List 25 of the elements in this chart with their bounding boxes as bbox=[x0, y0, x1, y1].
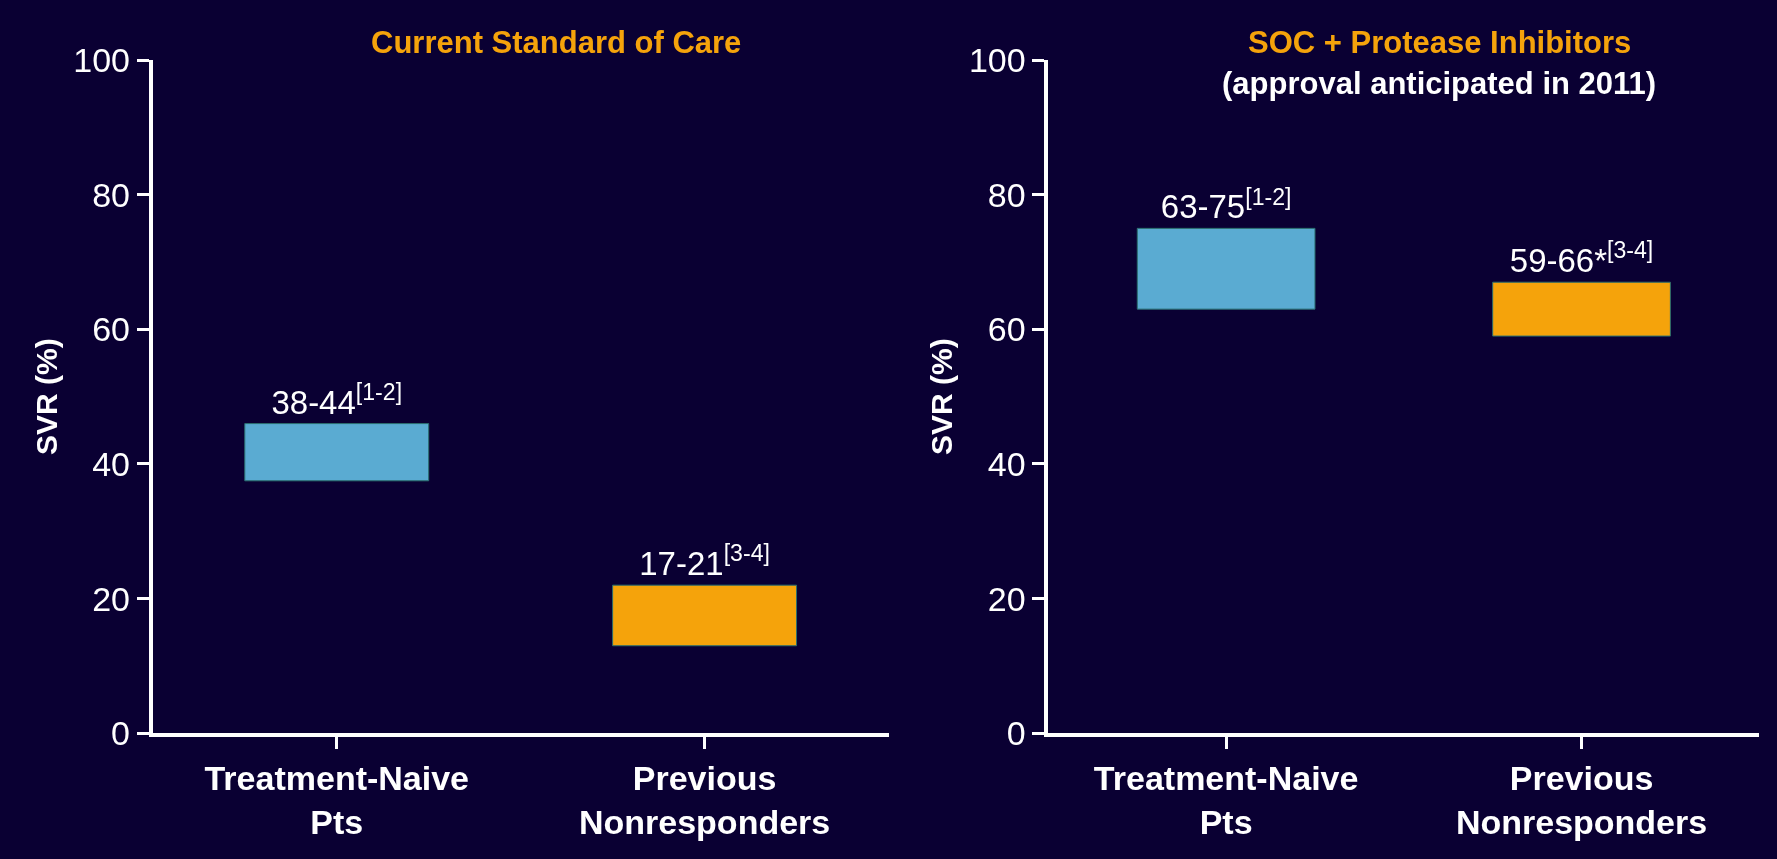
x-tick-label: Previous Nonresponders bbox=[1455, 759, 1708, 842]
y-tick-label: 0 bbox=[111, 714, 131, 753]
chart-subtitle: (approval anticipated in 2011) bbox=[1222, 66, 1657, 101]
y-tick-label: 100 bbox=[968, 40, 1026, 79]
data-label: 63-75$^{[1-2]}$ bbox=[1160, 183, 1292, 226]
y-axis-title: SVR (%) bbox=[925, 338, 959, 455]
data-label: 38-44$^{[1-2]}$ bbox=[271, 378, 403, 421]
x-tick-label: Treatment-Naive Pts bbox=[1093, 759, 1359, 842]
y-tick-label: 80 bbox=[92, 175, 131, 214]
y-tick-label: 20 bbox=[987, 579, 1026, 618]
y-tick-label: 60 bbox=[92, 310, 131, 349]
y-tick-label: 80 bbox=[987, 175, 1026, 214]
data-label: 59-66*$^{[3-4]}$ bbox=[1509, 237, 1654, 280]
y-tick-label: 40 bbox=[92, 444, 131, 483]
chart-title: SOC + Protease Inhibitors bbox=[1248, 25, 1632, 60]
x-tick-label: Treatment-Naive Pts bbox=[204, 759, 470, 842]
y-tick-label: 40 bbox=[987, 444, 1026, 483]
y-axis-title: SVR (%) bbox=[29, 338, 63, 455]
y-tick-label: 0 bbox=[1006, 714, 1026, 753]
chart-title: Current Standard of Care bbox=[371, 25, 742, 60]
y-tick-label: 20 bbox=[92, 579, 131, 618]
data-label: 17-21$^{[3-4]}$ bbox=[639, 540, 770, 583]
y-tick-label: 60 bbox=[987, 310, 1026, 349]
y-tick-label: 100 bbox=[73, 40, 131, 79]
x-tick-label: Previous Nonresponders bbox=[578, 759, 831, 842]
